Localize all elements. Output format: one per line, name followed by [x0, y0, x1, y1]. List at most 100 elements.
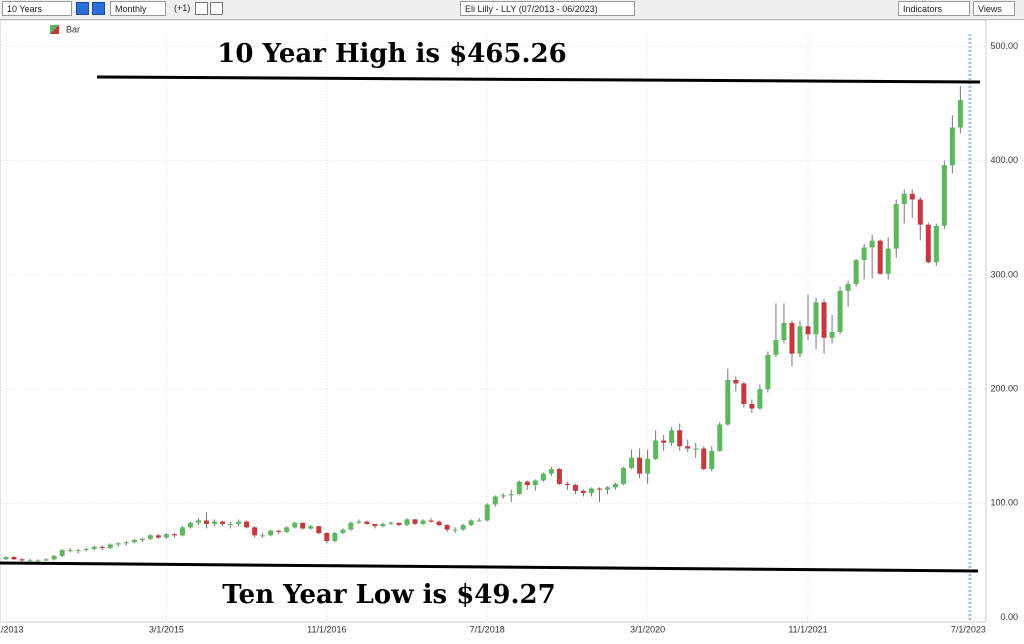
- candle-body: [155, 535, 161, 538]
- marks: [0, 34, 986, 622]
- offset-plus-button[interactable]: [195, 2, 208, 15]
- candle-body: [388, 522, 394, 524]
- candle-body: [27, 560, 33, 562]
- candle-body: [949, 127, 955, 166]
- candle-body: [789, 322, 795, 354]
- candle-body: [885, 248, 891, 274]
- candle-body: [460, 525, 466, 530]
- y-tick-label: 100.00: [990, 498, 1018, 508]
- candle-body: [693, 448, 699, 450]
- candle-body: [171, 534, 177, 536]
- candle-body: [348, 522, 354, 530]
- candle-body: [212, 521, 218, 524]
- candle-body: [83, 549, 89, 551]
- candle-body: [917, 199, 923, 225]
- candle-body: [733, 379, 739, 384]
- candle-body: [572, 485, 578, 491]
- candle-body: [901, 193, 907, 205]
- period-select[interactable]: 10 Years: [2, 1, 72, 16]
- candle-body: [805, 326, 811, 335]
- candle-body: [316, 526, 322, 534]
- candle-body: [59, 550, 65, 556]
- candle-body: [195, 520, 201, 523]
- views-select[interactable]: Views: [973, 1, 1015, 16]
- candle-body: [765, 354, 771, 390]
- candle-body: [228, 523, 234, 525]
- candle-body: [268, 530, 274, 536]
- candle-body: [147, 535, 153, 539]
- candle-body: [845, 284, 851, 291]
- candle-body: [428, 520, 434, 522]
- candle-body: [749, 403, 755, 409]
- candle-body: [356, 521, 362, 523]
- candle-body: [492, 496, 498, 505]
- high-annotation: 10 Year High is $465.26: [217, 39, 566, 69]
- candle-body: [957, 100, 963, 128]
- candle-body: [629, 457, 635, 468]
- candle-body: [837, 290, 843, 332]
- candle-body: [588, 488, 594, 494]
- candle-body: [43, 559, 49, 561]
- candle-body: [308, 526, 314, 529]
- zoom-in-button[interactable]: [76, 2, 89, 15]
- candle-body: [131, 539, 137, 543]
- candle-body: [372, 523, 378, 527]
- offset-minus-button[interactable]: [210, 2, 223, 15]
- candle-body: [813, 302, 819, 335]
- candle-body: [204, 520, 209, 524]
- candle-body: [709, 450, 715, 470]
- x-tick-label: 3/1/2015: [149, 624, 184, 634]
- candle-body: [276, 530, 282, 532]
- candle-body: [500, 495, 506, 497]
- candle-body: [115, 543, 121, 545]
- candle-body: [669, 430, 675, 443]
- legend-swatch-down: [50, 25, 59, 34]
- candle-body: [909, 193, 915, 200]
- candle-body: [548, 469, 554, 474]
- y-tick-label: 400.00: [990, 155, 1018, 165]
- candle-body: [564, 483, 570, 486]
- candle-body: [797, 326, 803, 354]
- chart: Bar 10 Year High is $465.26 Ten Year Low…: [0, 20, 1018, 634]
- candle-body: [3, 557, 9, 560]
- x-tick-label: 11/1/2021: [788, 624, 827, 634]
- legend-label: Bar: [66, 24, 80, 34]
- y-tick-label: 300.00: [990, 269, 1018, 279]
- candle-body: [236, 521, 242, 524]
- candle-body: [757, 389, 763, 409]
- candle-body: [725, 379, 731, 425]
- candle-body: [99, 546, 105, 548]
- candle-body: [893, 204, 899, 249]
- candle-body: [645, 458, 651, 474]
- candle-body: [508, 494, 514, 496]
- candle-body: [452, 529, 458, 531]
- candle-body: [364, 521, 370, 524]
- candle-body: [380, 523, 386, 527]
- candle-body: [484, 504, 490, 521]
- x-tick-label: 7/1/2023: [951, 624, 986, 634]
- interval-select[interactable]: Monthly: [110, 1, 166, 16]
- y-tick-label: 0.00: [1000, 612, 1018, 622]
- y-tick-label: 500.00: [990, 41, 1018, 51]
- candle-body: [532, 480, 538, 486]
- candle-body: [653, 440, 659, 459]
- indicators-select[interactable]: Indicators: [898, 1, 970, 16]
- candle-body: [35, 560, 41, 562]
- x-tick-label: 7/1/2018: [470, 624, 505, 634]
- candle-body: [781, 322, 787, 340]
- symbol-field[interactable]: Eli Lilly - LLY (07/2013 - 06/2023): [460, 1, 635, 16]
- candle-body: [516, 481, 522, 495]
- candle-body: [773, 339, 779, 355]
- candle-body: [340, 529, 346, 534]
- candle-body: [701, 448, 707, 470]
- candle-body: [220, 521, 226, 524]
- zoom-out-button[interactable]: [92, 2, 105, 15]
- candle-body: [332, 533, 338, 542]
- candle-body: [75, 550, 81, 552]
- candle-body: [444, 525, 450, 530]
- candle-body: [436, 521, 442, 526]
- high-line: [96, 75, 981, 84]
- y-tick-label: 200.00: [990, 383, 1018, 393]
- candle-body: [324, 533, 330, 542]
- candle-body: [637, 457, 643, 474]
